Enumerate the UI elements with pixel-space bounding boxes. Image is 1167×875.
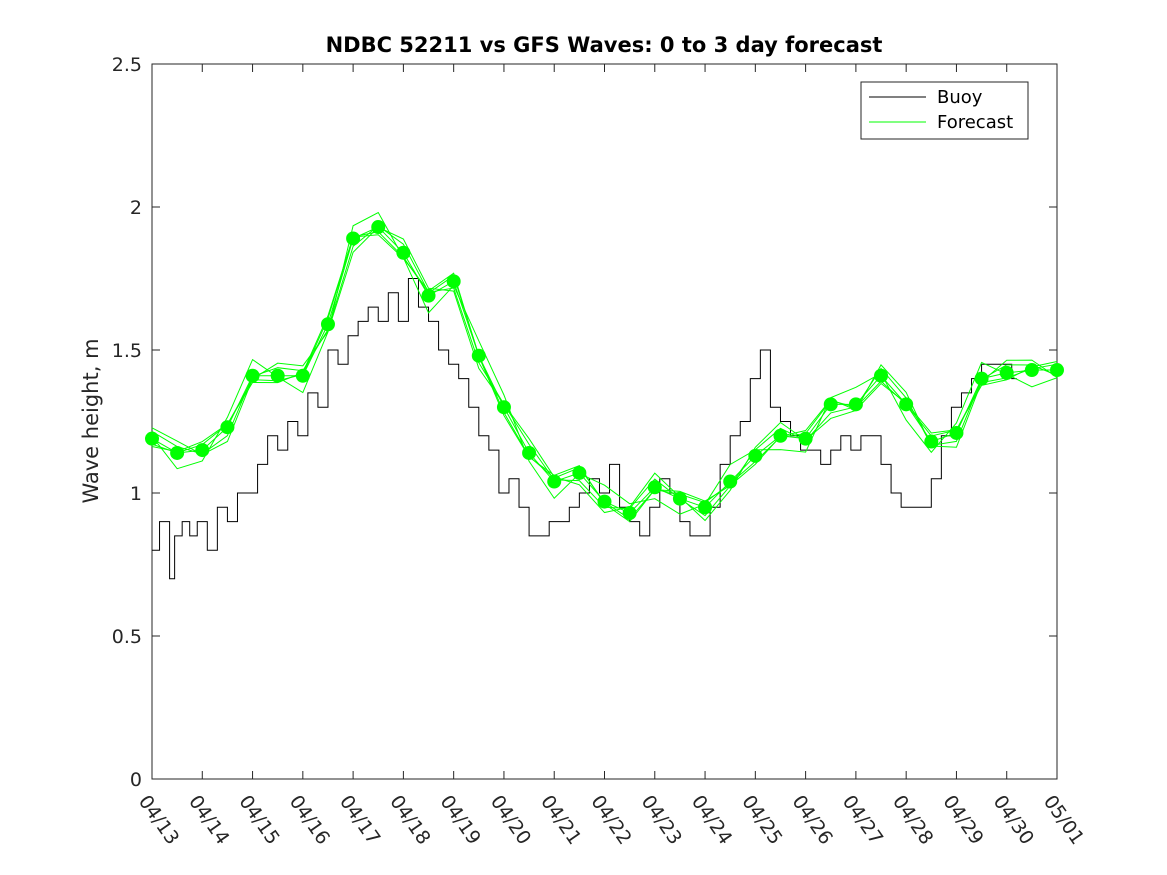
forecast-marker bbox=[220, 420, 235, 435]
forecast-marker bbox=[597, 494, 612, 509]
y-tick-label: 0 bbox=[130, 769, 142, 791]
forecast-marker bbox=[672, 491, 687, 506]
y-tick-label: 1 bbox=[130, 483, 142, 505]
forecast-marker bbox=[823, 397, 838, 412]
forecast-marker bbox=[295, 368, 310, 383]
plot-area bbox=[145, 63, 1064, 780]
forecast-marker bbox=[924, 434, 939, 449]
y-tick-label: 1.5 bbox=[112, 340, 142, 362]
forecast-marker bbox=[723, 474, 738, 489]
forecast-marker bbox=[522, 445, 537, 460]
forecast-marker bbox=[421, 288, 436, 303]
forecast-marker bbox=[270, 368, 285, 383]
y-tick-label: 2 bbox=[130, 197, 142, 219]
forecast-marker bbox=[170, 445, 185, 460]
forecast-marker bbox=[446, 274, 461, 289]
forecast-marker bbox=[496, 400, 511, 415]
forecast-marker bbox=[371, 220, 386, 235]
forecast-marker bbox=[1050, 363, 1064, 378]
forecast-marker bbox=[899, 397, 914, 412]
legend-label-forecast: Forecast bbox=[937, 112, 1013, 133]
legend-label-buoy: Buoy bbox=[937, 87, 983, 108]
chart-title: NDBC 52211 vs GFS Waves: 0 to 3 day fore… bbox=[326, 33, 883, 57]
y-tick-label: 2.5 bbox=[112, 54, 142, 76]
forecast-marker bbox=[547, 474, 562, 489]
forecast-marker bbox=[974, 371, 989, 386]
forecast-marker bbox=[698, 500, 713, 515]
buoy-series-line bbox=[152, 278, 1017, 580]
forecast-marker bbox=[874, 368, 889, 383]
forecast-marker bbox=[1024, 363, 1039, 378]
y-tick-label: 0.5 bbox=[112, 626, 142, 648]
forecast-series-line bbox=[151, 211, 1058, 515]
legend-box bbox=[860, 81, 1029, 140]
forecast-marker bbox=[572, 465, 587, 480]
forecast-marker bbox=[320, 317, 335, 332]
forecast-marker bbox=[798, 431, 813, 446]
forecast-marker bbox=[145, 431, 159, 446]
forecast-marker bbox=[195, 443, 210, 458]
forecast-marker bbox=[396, 245, 411, 260]
forecast-marker bbox=[999, 365, 1014, 380]
forecast-marker bbox=[245, 368, 260, 383]
y-axis-ticks: 0 0.5 1 1.5 2 2.5 bbox=[112, 54, 1057, 791]
y-axis-label: Wave height, m bbox=[79, 338, 103, 503]
forecast-marker-layer bbox=[145, 220, 1064, 521]
forecast-marker bbox=[647, 480, 662, 495]
legend: Buoy Forecast bbox=[860, 81, 1029, 140]
axes-box bbox=[151, 63, 1058, 780]
forecast-marker bbox=[848, 397, 863, 412]
forecast-marker bbox=[949, 425, 964, 440]
buoy-layer bbox=[152, 278, 1017, 580]
forecast-marker bbox=[748, 448, 763, 463]
forecast-marker bbox=[471, 348, 486, 363]
forecast-marker bbox=[622, 506, 637, 521]
forecast-marker bbox=[346, 231, 361, 246]
forecast-series-line bbox=[151, 226, 1058, 522]
forecast-marker bbox=[773, 428, 788, 443]
